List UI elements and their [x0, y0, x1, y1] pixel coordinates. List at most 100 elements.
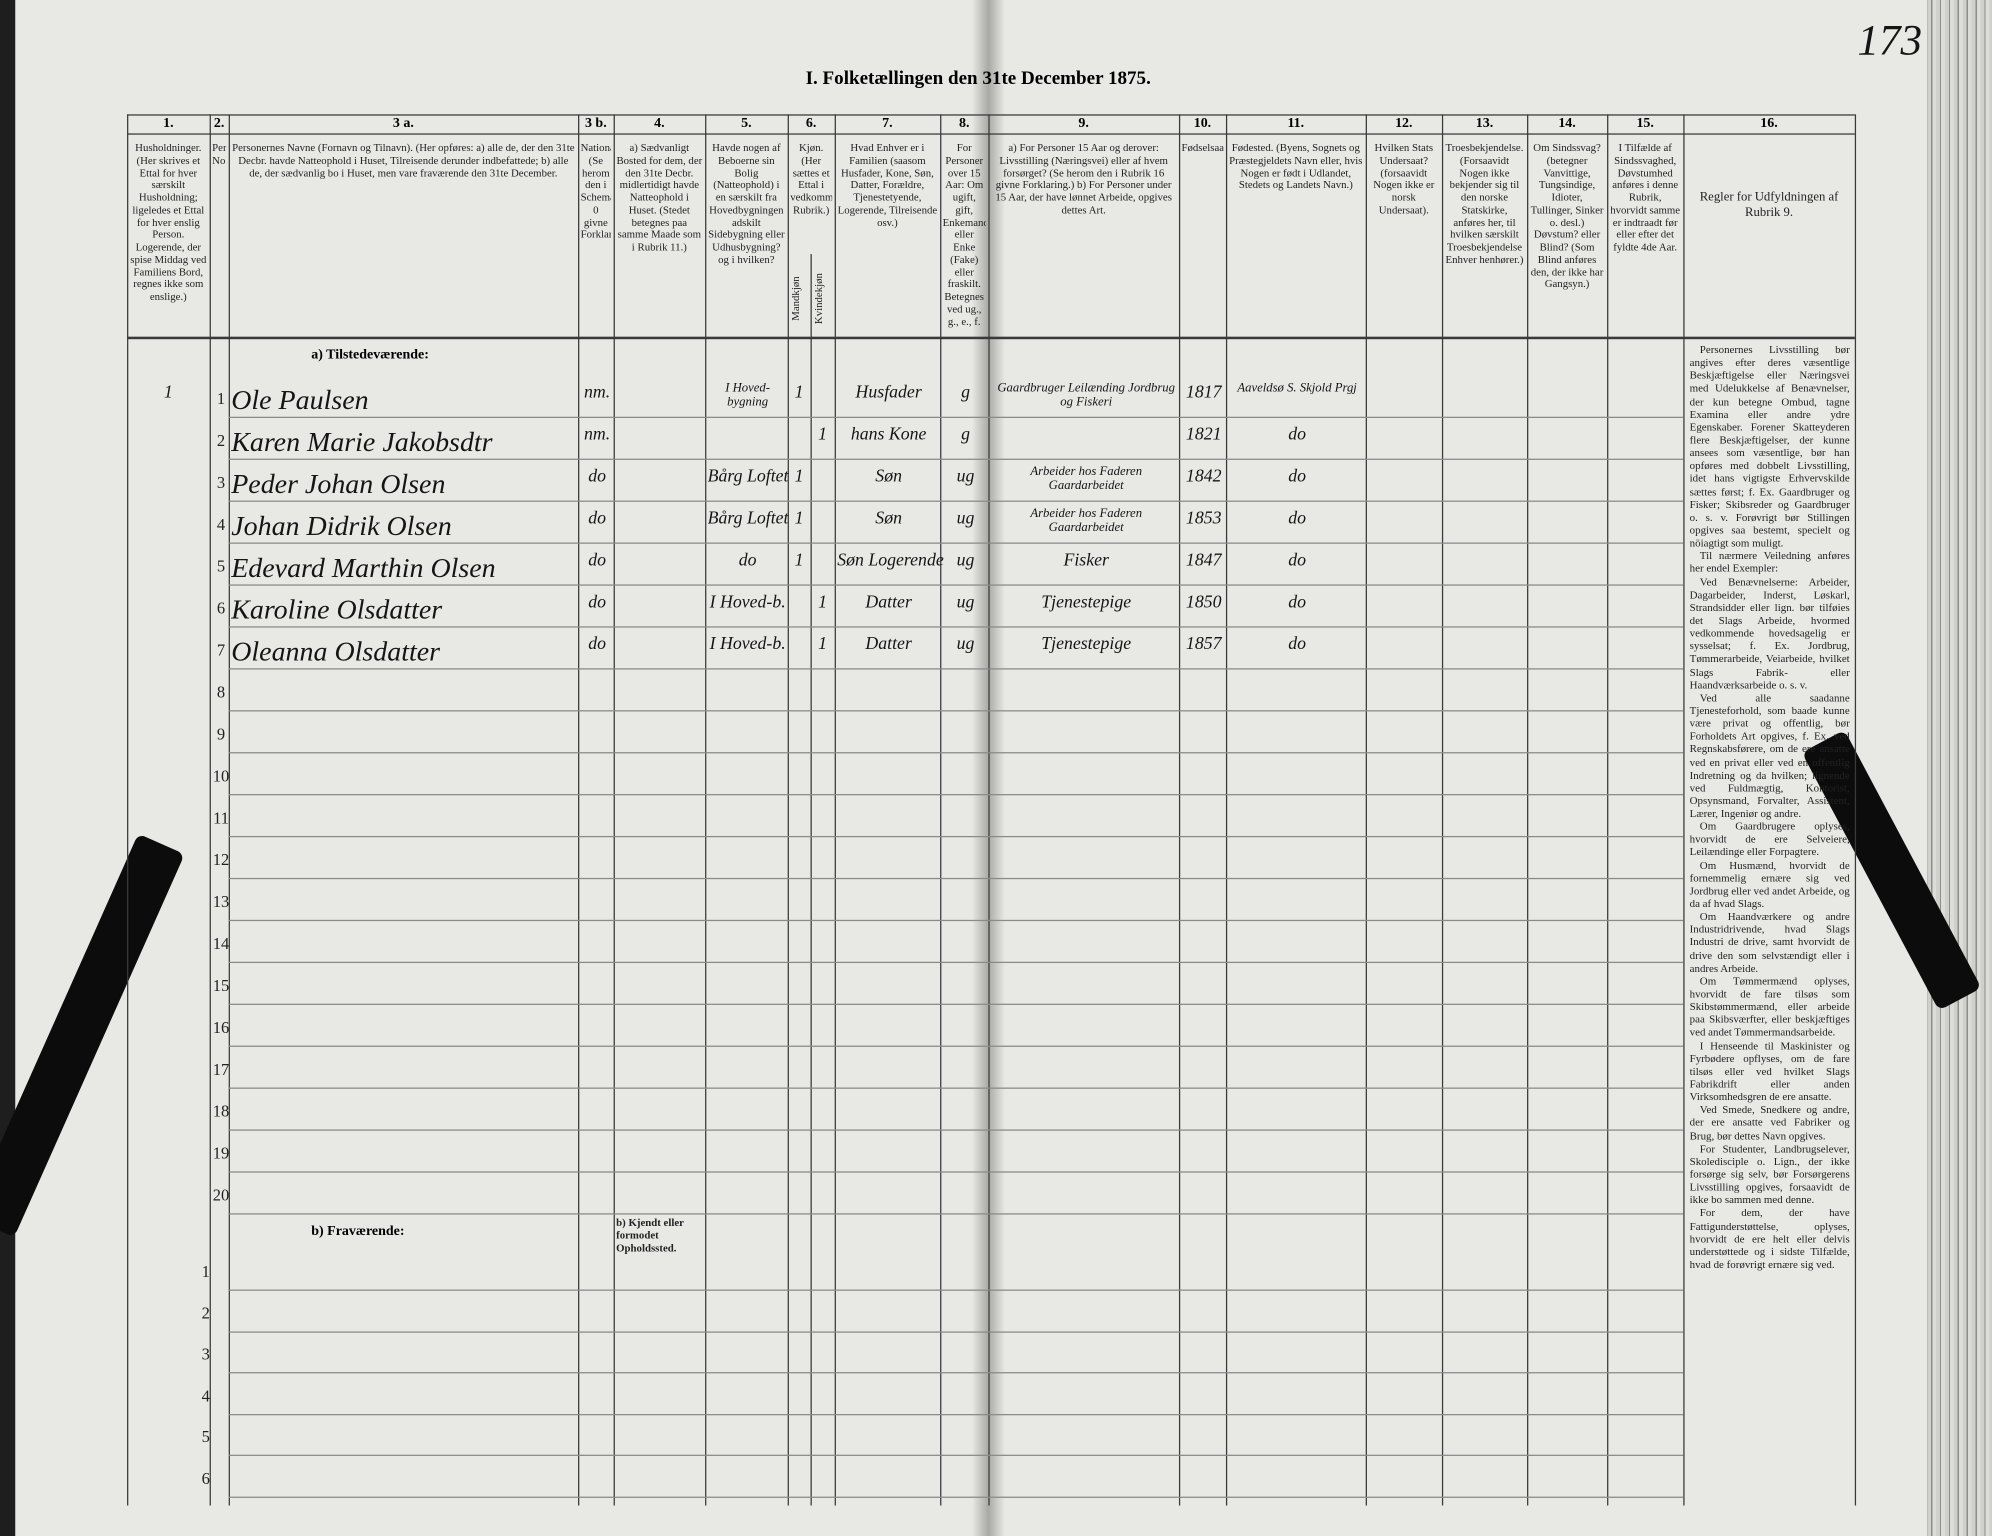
- row-rule: [228, 416, 1684, 418]
- instruction-paragraph: Ved alle saadanne Tjenesteforhold, som b…: [1689, 690, 1850, 820]
- entry-male: 1: [794, 509, 804, 529]
- entry-occupation: Tjenestepige: [1041, 593, 1132, 613]
- row-number: 5: [201, 1426, 210, 1446]
- row-number: 20: [212, 1185, 230, 1205]
- entry-nationality: do: [588, 635, 606, 655]
- entry-nationality: do: [588, 467, 606, 487]
- row-number: 8: [216, 682, 226, 702]
- instruction-paragraph: Om Haandværkere og andre Industridrivend…: [1689, 909, 1850, 975]
- page-stack: [1927, 0, 1992, 1536]
- row-rule: [228, 668, 1684, 670]
- row-rule: [228, 1213, 1684, 1215]
- column-heading: Kjøn. (Her sættes et Ettal i vedkommende…: [790, 142, 832, 216]
- column-rule: [1683, 114, 1685, 1506]
- column-heading: a) Sædvanligt Bosted for dem, der den 31…: [616, 142, 703, 253]
- column-heading: Havde nogen af Beboerne sin Bolig (Natte…: [708, 142, 785, 266]
- entry-birth-year: 1821: [1185, 425, 1222, 445]
- column-number: 10.: [1193, 115, 1212, 131]
- entry-nationality: nm.: [583, 383, 611, 403]
- row-rule: [228, 752, 1684, 754]
- row-rule: [228, 1087, 1684, 1089]
- entry-family-position: Søn: [875, 467, 902, 487]
- row-rule: [228, 1171, 1684, 1173]
- column-rule: [1178, 114, 1181, 1506]
- entry-marital: g: [961, 383, 970, 403]
- row-number: 17: [212, 1059, 230, 1079]
- entry-building: do: [738, 551, 757, 571]
- instruction-paragraph: I Henseende til Maskinister og Fyrbødere…: [1689, 1038, 1850, 1103]
- row-number: 4: [201, 1385, 210, 1405]
- column-rule: [940, 114, 942, 1506]
- column-number: 11.: [1287, 115, 1305, 131]
- row-rule: [228, 1330, 1684, 1333]
- column-rule: [613, 114, 615, 1506]
- column-rule: [1607, 114, 1609, 1506]
- column-number: 5.: [741, 115, 752, 131]
- paper: [15, 0, 1928, 1536]
- entry-female: 1: [818, 635, 828, 655]
- entry-building: Bårg Loftet: [707, 509, 789, 529]
- column-heading: For Personer over 15 Aar: Om ugift, gift…: [942, 142, 986, 328]
- row-number: 13: [212, 891, 230, 911]
- row-number: 10: [212, 766, 230, 786]
- column-rule: [1225, 114, 1228, 1506]
- column-rule: [834, 114, 836, 1506]
- entry-building: I Hoved-b.: [709, 635, 786, 655]
- row-rule: [228, 919, 1684, 922]
- entry-birth-year: 1850: [1185, 593, 1222, 613]
- column-heading: Nationalitet (Se herom den i Schema 0 gi…: [580, 142, 611, 241]
- column-number: 13.: [1475, 115, 1494, 131]
- row-number: 2: [201, 1302, 210, 1322]
- page-title: I. Folketællingen den 31te December 1875…: [805, 68, 1151, 89]
- entry-name: Karoline Olsdatter: [231, 593, 443, 626]
- column-number: 15.: [1636, 115, 1654, 131]
- entry-nationality: do: [588, 593, 606, 613]
- entry-nationality: do: [588, 509, 606, 529]
- row-number: 7: [216, 640, 226, 660]
- column-heading: Fødselsaar.: [1181, 142, 1223, 154]
- column-heading: Personernes Navne (Fornavn og Tilnavn). …: [232, 142, 575, 179]
- entry-birthplace: Aaveldsø S. Skjold Prgj: [1237, 381, 1357, 396]
- instruction-paragraph: Om Tømmermænd oplyses, hvorvidt de fare …: [1689, 974, 1850, 1039]
- row-number: 1: [216, 388, 226, 408]
- row-rule: [228, 542, 1684, 544]
- instruction-paragraph: For Studenter, Landbrugselever, Skoledis…: [1689, 1141, 1850, 1207]
- section-label: a) Tilstedeværende:: [311, 346, 429, 363]
- entry-nationality: do: [588, 551, 606, 571]
- row-number: 14: [212, 933, 230, 953]
- column-rule: [228, 114, 230, 1506]
- entry-occupation: Arbeider hos Faderen Gaardarbeidet: [1030, 506, 1143, 535]
- row-rule: [228, 1372, 1684, 1374]
- column-heading: a) For Personer 15 Aar og derover: Livss…: [995, 142, 1172, 216]
- entry-building: Bårg Loftet: [707, 467, 789, 487]
- column-number: 7.: [882, 115, 893, 131]
- column-heading: Husholdninger. (Her skrives et Ettal for…: [130, 142, 207, 303]
- column-heading: Om Sindssvag? (betegner Vanvittige, Tung…: [1530, 142, 1604, 291]
- entry-birth-year: 1853: [1185, 509, 1222, 529]
- row-number: 2: [216, 430, 226, 450]
- column-rule: [209, 114, 211, 1506]
- column-number: 14.: [1558, 115, 1576, 131]
- entry-name: Johan Didrik Olsen: [231, 509, 452, 542]
- column-number: 16.: [1760, 115, 1778, 131]
- column-heading: I Tilfælde af Sindssvaghed, Døvstumhed a…: [1610, 142, 1681, 253]
- column-number: 1.: [163, 115, 174, 131]
- row-rule: [228, 584, 1684, 586]
- entry-building: I Hoved-b.: [709, 593, 786, 613]
- entry-family-position: Søn: [875, 509, 902, 529]
- entry-name: Oleanna Olsdatter: [231, 635, 441, 667]
- column-number: 4.: [654, 115, 665, 131]
- column-rule: [578, 114, 580, 1506]
- entry-male: 1: [794, 383, 804, 403]
- column-number: 2.: [213, 115, 225, 131]
- row-number: 9: [216, 724, 226, 744]
- instruction-paragraph: Ved Benævnelserne: Arbeider, Dagarbeider…: [1689, 574, 1850, 691]
- row-number: 11: [213, 808, 230, 828]
- entry-family-position: hans Kone: [850, 425, 927, 445]
- row-rule: [228, 626, 1684, 628]
- column-heading: Personernes No.: [212, 142, 226, 167]
- instruction-paragraph: Om Gaardbrugere oplyses, hvorvidt de ere…: [1689, 819, 1850, 859]
- column-number: 12.: [1395, 115, 1413, 131]
- entry-birthplace: do: [1288, 635, 1306, 655]
- entry-marital: g: [961, 425, 970, 445]
